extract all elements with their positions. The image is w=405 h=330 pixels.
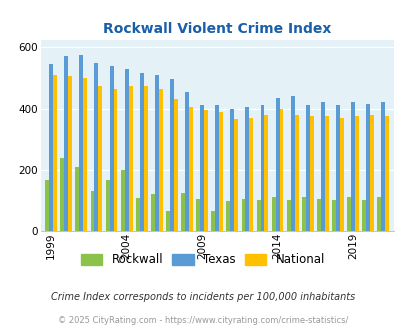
- Bar: [105, 181, 109, 231]
- Bar: [380, 102, 384, 231]
- Bar: [365, 104, 369, 231]
- Bar: [200, 106, 204, 231]
- Bar: [173, 99, 177, 231]
- Bar: [166, 211, 170, 231]
- Bar: [376, 197, 380, 231]
- Bar: [75, 167, 79, 231]
- Bar: [249, 118, 253, 231]
- Legend: Rockwall, Texas, National: Rockwall, Texas, National: [81, 253, 324, 266]
- Bar: [90, 191, 94, 231]
- Bar: [354, 116, 358, 231]
- Bar: [68, 76, 72, 231]
- Bar: [271, 197, 275, 231]
- Bar: [136, 198, 139, 231]
- Bar: [94, 63, 98, 231]
- Bar: [181, 193, 185, 231]
- Bar: [143, 85, 147, 231]
- Bar: [294, 115, 298, 231]
- Bar: [219, 112, 222, 231]
- Bar: [275, 98, 279, 231]
- Bar: [264, 115, 268, 231]
- Bar: [170, 80, 173, 231]
- Bar: [226, 201, 230, 231]
- Bar: [230, 109, 234, 231]
- Bar: [320, 102, 324, 231]
- Bar: [335, 106, 339, 231]
- Bar: [290, 96, 294, 231]
- Bar: [256, 200, 260, 231]
- Bar: [185, 92, 188, 231]
- Bar: [339, 118, 343, 231]
- Bar: [128, 85, 132, 231]
- Bar: [215, 106, 219, 231]
- Bar: [369, 115, 373, 231]
- Bar: [45, 181, 49, 231]
- Bar: [139, 73, 143, 231]
- Bar: [316, 199, 320, 231]
- Bar: [49, 64, 53, 231]
- Bar: [53, 75, 57, 231]
- Bar: [154, 75, 158, 231]
- Bar: [188, 107, 192, 231]
- Bar: [204, 110, 207, 231]
- Text: Crime Index corresponds to incidents per 100,000 inhabitants: Crime Index corresponds to incidents per…: [51, 292, 354, 302]
- Bar: [83, 78, 87, 231]
- Bar: [151, 194, 154, 231]
- Bar: [196, 199, 200, 231]
- Bar: [286, 200, 290, 231]
- Bar: [109, 66, 113, 231]
- Bar: [324, 116, 328, 231]
- Bar: [260, 106, 264, 231]
- Bar: [305, 106, 309, 231]
- Bar: [113, 88, 117, 231]
- Bar: [120, 170, 124, 231]
- Bar: [384, 116, 388, 231]
- Bar: [309, 116, 313, 231]
- Bar: [350, 102, 354, 231]
- Bar: [331, 200, 335, 231]
- Bar: [234, 119, 238, 231]
- Bar: [279, 109, 283, 231]
- Bar: [241, 199, 245, 231]
- Bar: [245, 107, 249, 231]
- Bar: [301, 197, 305, 231]
- Bar: [64, 56, 68, 231]
- Text: © 2025 CityRating.com - https://www.cityrating.com/crime-statistics/: © 2025 CityRating.com - https://www.city…: [58, 316, 347, 325]
- Bar: [124, 69, 128, 231]
- Bar: [158, 88, 162, 231]
- Bar: [211, 211, 215, 231]
- Bar: [98, 85, 102, 231]
- Bar: [361, 200, 365, 231]
- Bar: [346, 197, 350, 231]
- Title: Rockwall Violent Crime Index: Rockwall Violent Crime Index: [103, 22, 330, 36]
- Bar: [60, 157, 64, 231]
- Bar: [79, 55, 83, 231]
